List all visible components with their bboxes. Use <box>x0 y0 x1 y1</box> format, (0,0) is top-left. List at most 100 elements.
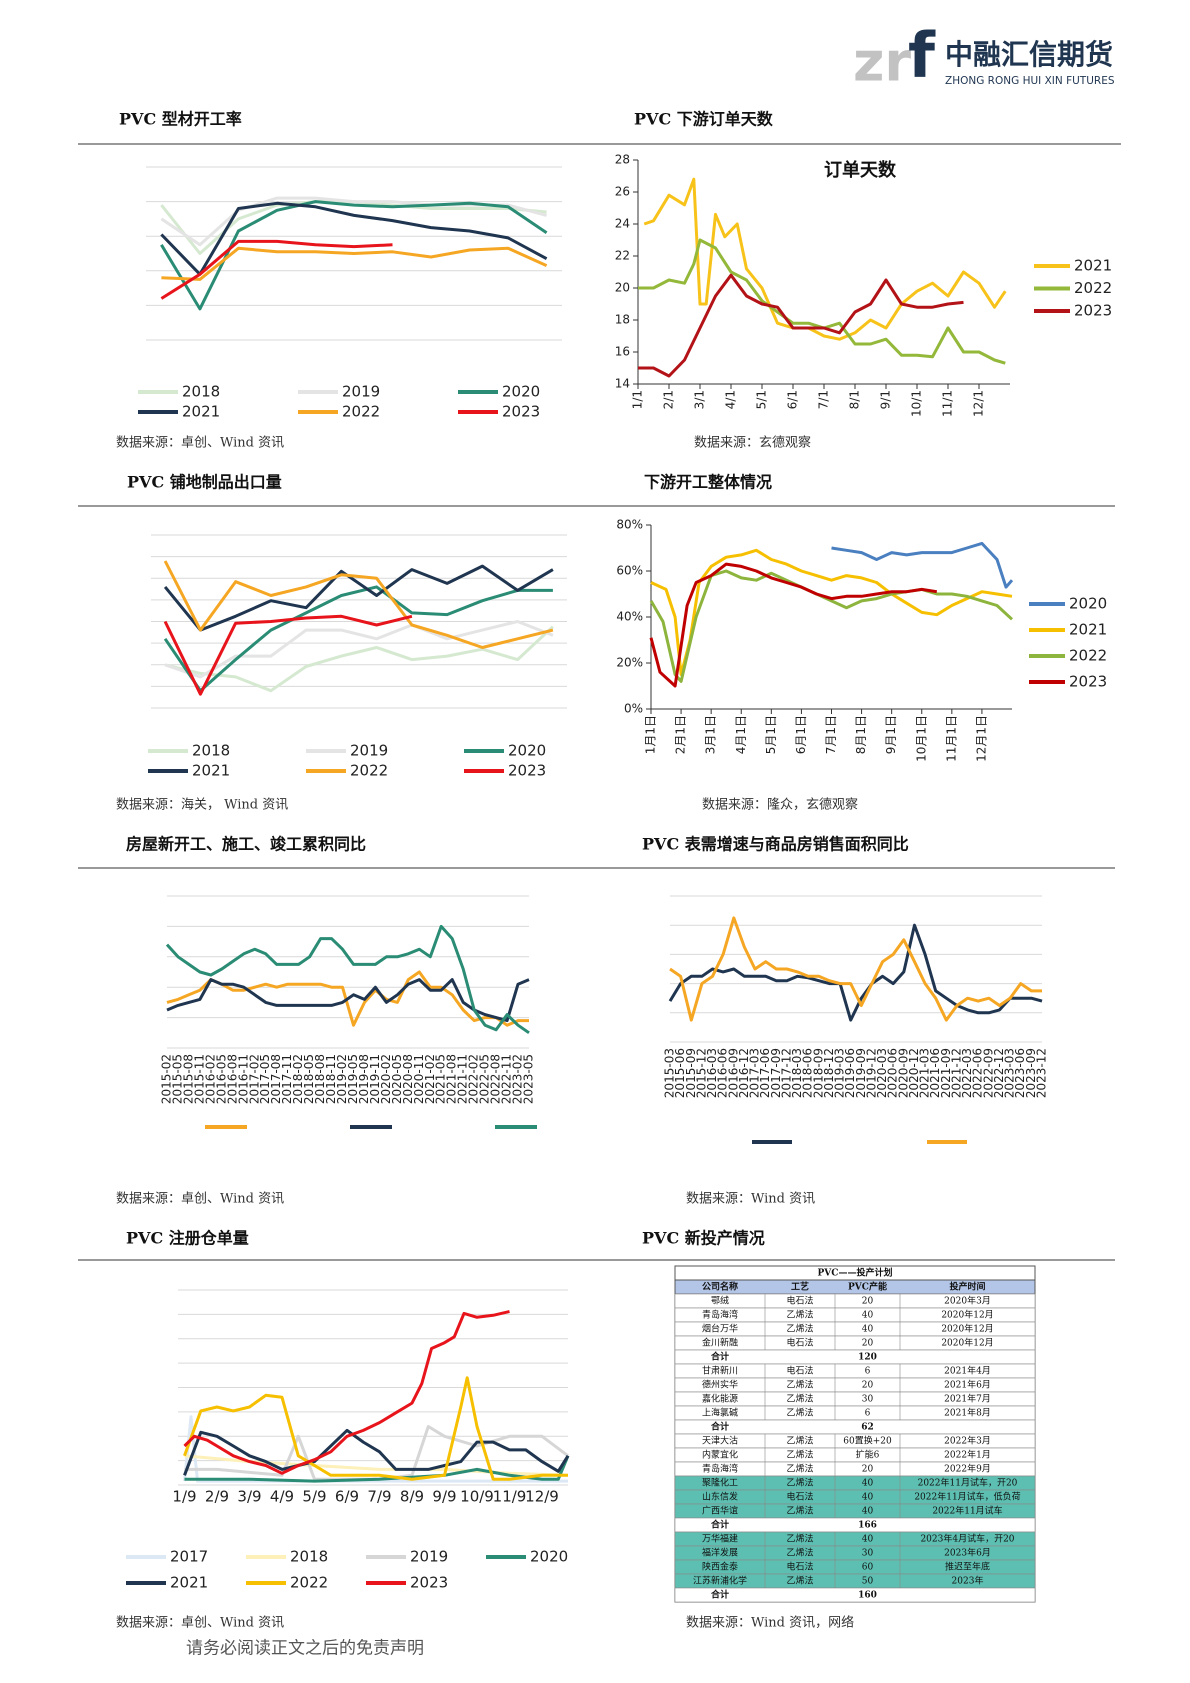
x-tick-label: 2月1日 <box>674 715 688 754</box>
table-cell: 乙烯法 <box>786 1463 813 1475</box>
x-tick-label: 2017-12 <box>779 1048 793 1098</box>
x-tick-label: 9月1日 <box>884 715 898 754</box>
x-tick-label: 1/1 <box>631 390 645 409</box>
table-cell: 金川新融 <box>702 1337 738 1349</box>
y-tick-label: 24 <box>615 217 630 231</box>
x-tick-label: 5月1日 <box>764 715 778 754</box>
x-tick-label: 2020-02 <box>379 1054 393 1104</box>
table-cell: 2021年7月 <box>944 1393 991 1405</box>
x-tick-label: 2020-11 <box>412 1054 426 1104</box>
legend-label: 2018 <box>290 1548 328 1566</box>
table-cell: 20 <box>862 1381 874 1391</box>
source-note: 数据来源：海关， Wind 资讯 <box>116 798 288 813</box>
series-line <box>668 923 1043 1022</box>
x-tick-label: 6月1日 <box>794 715 808 754</box>
x-tick-label: 8月1日 <box>854 715 868 754</box>
table-cell: 山东信发 <box>702 1491 738 1503</box>
series-line <box>669 916 1042 1022</box>
column-header: PVC产能 <box>848 1281 887 1293</box>
series-line <box>163 614 413 696</box>
table-cell: 2023年4月试车，开20 <box>920 1533 1014 1545</box>
table-cell: 乙烯法 <box>786 1379 813 1391</box>
series-line <box>163 564 554 632</box>
legend-label: 2022 <box>342 403 380 421</box>
x-tick-label: 2019-05 <box>346 1054 360 1104</box>
table-cell: 乙烯法 <box>786 1323 813 1335</box>
source-note: 数据来源：Wind 资讯 <box>686 1192 815 1207</box>
table-cell: 青岛海湾 <box>702 1463 738 1475</box>
table-cell: 2021年6月 <box>944 1379 991 1391</box>
table-cell: 40 <box>862 1325 874 1335</box>
series-line <box>164 620 554 679</box>
series-line <box>165 924 530 1035</box>
x-tick-label: 2019-09 <box>854 1048 868 1098</box>
legend-label: 2021 <box>192 762 230 780</box>
table-cell: 广西华谊 <box>702 1505 738 1517</box>
series-line <box>164 625 554 693</box>
legend-label: 2023 <box>1074 302 1112 320</box>
table-cell: 2023年6月 <box>944 1547 991 1559</box>
x-tick-label: 2018-02 <box>291 1054 305 1104</box>
x-tick-label: 2018-11 <box>324 1054 338 1104</box>
panel-title: PVC 注册仓单量 <box>126 1229 249 1248</box>
x-tick-label: 2019-11 <box>368 1054 382 1104</box>
x-tick-label: 2016-12 <box>737 1048 751 1098</box>
x-tick-label: 2017-02 <box>247 1054 261 1104</box>
x-tick-label: 3/9 <box>237 1488 261 1506</box>
x-tick-label: 8/1 <box>848 390 862 409</box>
table-cell: 120 <box>858 1353 877 1363</box>
table-cell: 2021年4月 <box>944 1365 991 1377</box>
x-tick-label: 12/1 <box>972 390 986 417</box>
x-tick-label: 11月1日 <box>944 715 958 762</box>
x-tick-label: 2016-03 <box>705 1048 719 1098</box>
x-tick-label: 2021-05 <box>434 1054 448 1104</box>
column-header: 投产时间 <box>949 1281 985 1293</box>
table-cell: 扩能6 <box>856 1449 880 1461</box>
series-line <box>163 585 553 693</box>
panel-title: 下游开工整体情况 <box>644 473 772 492</box>
legend-label: 2021 <box>182 403 220 421</box>
table-cell: 2022年11月试车，开20 <box>918 1477 1018 1489</box>
table-cell: 合计 <box>711 1589 729 1601</box>
table-cell: 德州实华 <box>702 1379 738 1391</box>
table-cell: 甘肃新川 <box>702 1365 738 1377</box>
x-tick-label: 4月1日 <box>734 715 748 754</box>
x-tick-label: 2/1 <box>662 390 676 409</box>
x-tick-label: 2017-06 <box>758 1048 772 1098</box>
y-tick-label: 16 <box>615 345 630 359</box>
legend-label: 2019 <box>410 1548 448 1566</box>
series-line <box>650 548 1013 676</box>
table-cell: 电石法 <box>786 1365 813 1377</box>
table-cell: 2022年1月 <box>944 1449 991 1461</box>
x-tick-label: 2020-09 <box>896 1048 910 1098</box>
series-line <box>166 978 530 1023</box>
table-cell: 2020年12月 <box>941 1323 993 1335</box>
legend-label: 2018 <box>182 383 220 401</box>
x-tick-label: 2019-12 <box>864 1048 878 1098</box>
table-cell: 福洋发展 <box>702 1547 738 1559</box>
table-cell: 乙烯法 <box>786 1477 813 1489</box>
x-tick-label: 2017-08 <box>269 1054 283 1104</box>
x-tick-label: 2015-09 <box>684 1048 698 1098</box>
y-tick-label: 20 <box>615 281 630 295</box>
x-tick-label: 12月1日 <box>974 715 988 762</box>
x-tick-label: 7/9 <box>367 1488 391 1506</box>
table-cell: 2020年3月 <box>944 1295 991 1307</box>
series-line <box>184 1455 570 1483</box>
x-tick-label: 5/9 <box>302 1488 326 1506</box>
x-tick-label: 2023-05 <box>522 1054 536 1104</box>
legend-label: 2021 <box>1069 621 1107 639</box>
table-cell: 20 <box>862 1465 874 1475</box>
legend-label: 2019 <box>342 383 380 401</box>
series-line <box>163 560 554 649</box>
legend-label: 2022 <box>350 762 388 780</box>
x-tick-label: 6/9 <box>335 1488 359 1506</box>
logo-mark: zr <box>853 31 911 94</box>
series-line <box>183 1428 570 1476</box>
x-tick-label: 2022-02 <box>467 1054 481 1104</box>
table-cell: 2022年11月试车 <box>932 1505 1002 1517</box>
x-tick-label: 1/9 <box>172 1488 196 1506</box>
legend-label: 2021 <box>1074 257 1112 275</box>
x-tick-label: 2020-03 <box>875 1048 889 1098</box>
x-tick-label: 2020-05 <box>390 1054 404 1104</box>
